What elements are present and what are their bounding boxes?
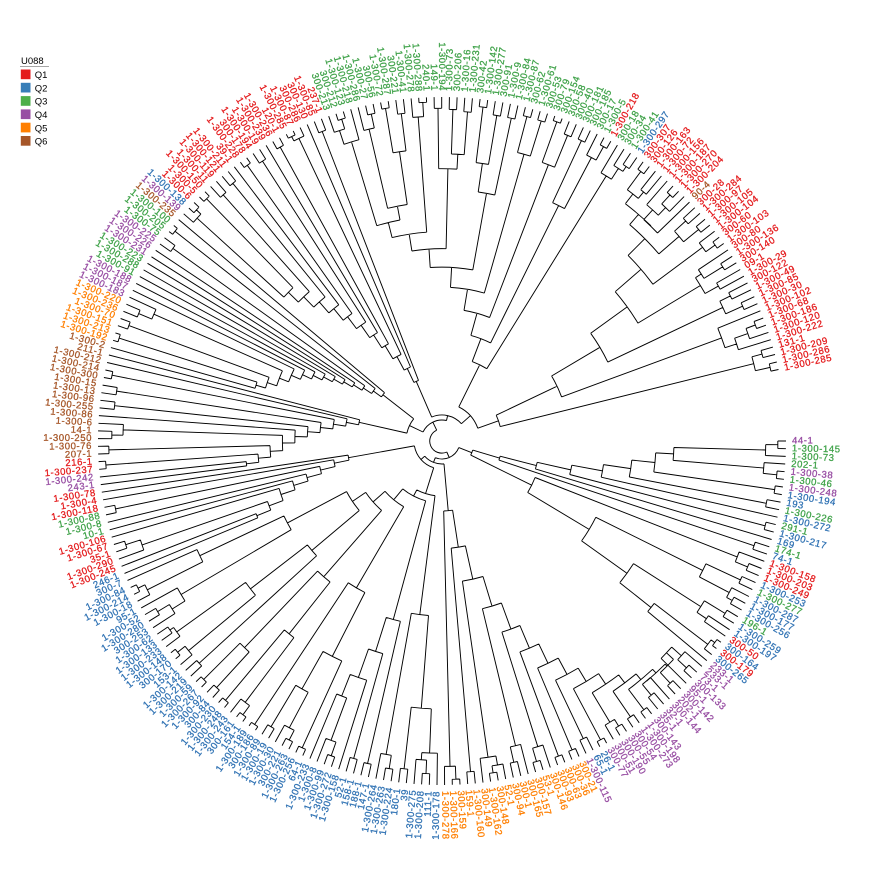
svg-text:1-300-6: 1-300-6 bbox=[55, 416, 92, 429]
svg-text:1-300-73: 1-300-73 bbox=[791, 451, 834, 464]
svg-text:U088: U088 bbox=[21, 56, 44, 67]
svg-text:169: 169 bbox=[776, 536, 796, 552]
svg-text:1-300-145: 1-300-145 bbox=[792, 443, 841, 455]
svg-text:Q6: Q6 bbox=[35, 137, 48, 148]
svg-text:Q2: Q2 bbox=[35, 83, 48, 94]
svg-text:1-300-166: 1-300-166 bbox=[447, 791, 459, 840]
svg-text:180-1: 180-1 bbox=[389, 788, 403, 816]
svg-text:Q4: Q4 bbox=[35, 110, 48, 121]
svg-text:202-1: 202-1 bbox=[791, 459, 819, 472]
svg-text:1-300-76: 1-300-76 bbox=[49, 441, 92, 453]
svg-text:111-1: 111-1 bbox=[423, 791, 435, 817]
svg-text:Q3: Q3 bbox=[35, 97, 48, 108]
svg-text:1-300-16: 1-300-16 bbox=[460, 49, 474, 92]
svg-text:216-1: 216-1 bbox=[65, 457, 93, 470]
svg-text:149-1: 149-1 bbox=[428, 64, 440, 92]
svg-text:Q5: Q5 bbox=[35, 123, 48, 134]
svg-text:1-300-41: 1-300-41 bbox=[392, 50, 408, 94]
svg-text:1-300-208: 1-300-208 bbox=[413, 790, 427, 839]
svg-text:300-221: 300-221 bbox=[384, 55, 400, 95]
svg-text:243-1: 243-1 bbox=[67, 480, 95, 494]
svg-text:1-300-38: 1-300-38 bbox=[790, 467, 834, 482]
svg-text:240-1: 240-1 bbox=[419, 64, 431, 92]
svg-text:1-300-255: 1-300-255 bbox=[45, 397, 95, 413]
svg-text:1-300-86: 1-300-86 bbox=[50, 407, 94, 421]
svg-text:159-1: 159-1 bbox=[463, 790, 476, 818]
svg-text:1-300-278: 1-300-278 bbox=[439, 791, 450, 840]
svg-text:300-206: 300-206 bbox=[452, 52, 465, 92]
svg-text:1-300-237: 1-300-237 bbox=[44, 464, 93, 479]
svg-text:207-1: 207-1 bbox=[65, 449, 93, 461]
svg-text:300-149: 300-149 bbox=[478, 788, 494, 828]
svg-text:39: 39 bbox=[399, 789, 411, 802]
svg-text:193: 193 bbox=[785, 498, 804, 512]
svg-text:44-1: 44-1 bbox=[792, 436, 813, 447]
svg-text:300-159: 300-159 bbox=[455, 790, 468, 830]
svg-text:1-300-96: 1-300-96 bbox=[51, 389, 95, 405]
svg-text:1-300-250: 1-300-250 bbox=[43, 433, 92, 444]
svg-text:10-1: 10-1 bbox=[82, 526, 106, 542]
svg-text:1-300-160: 1-300-160 bbox=[470, 789, 486, 839]
svg-text:1-300-275: 1-300-275 bbox=[404, 789, 419, 838]
svg-text:14-1: 14-1 bbox=[71, 425, 93, 437]
svg-text:1-300-231: 1-300-231 bbox=[468, 43, 483, 92]
svg-text:1-300-288: 1-300-288 bbox=[410, 43, 424, 92]
svg-text:52-1: 52-1 bbox=[501, 784, 516, 807]
svg-text:1-300-278: 1-300-278 bbox=[401, 43, 416, 92]
svg-text:1-300-194: 1-300-194 bbox=[436, 42, 447, 91]
svg-text:1-300-178: 1-300-178 bbox=[431, 791, 443, 840]
svg-text:1-300-46: 1-300-46 bbox=[789, 475, 833, 491]
svg-text:Q1: Q1 bbox=[35, 70, 48, 81]
svg-text:1-300-73: 1-300-73 bbox=[444, 48, 456, 91]
svg-text:300-42: 300-42 bbox=[475, 60, 490, 94]
svg-text:1-300-242: 1-300-242 bbox=[45, 472, 95, 488]
